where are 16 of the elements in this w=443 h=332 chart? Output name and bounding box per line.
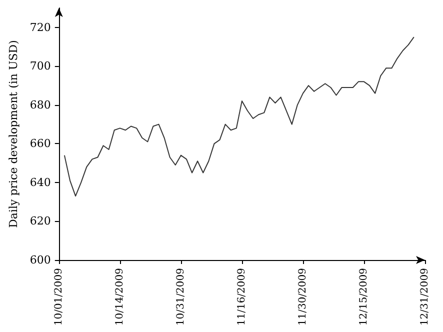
x-tick-label: 10/14/2009 bbox=[114, 268, 126, 326]
x-tick-label: 12/31/2009 bbox=[420, 268, 430, 326]
x-tick-label: 11/16/2009 bbox=[236, 268, 248, 326]
y-tick-label: 720 bbox=[30, 20, 51, 34]
y-tick-label: 660 bbox=[30, 137, 51, 150]
y-tick-label: 680 bbox=[30, 98, 51, 112]
line-series bbox=[64, 36, 414, 197]
x-tick-label: 11/30/2009 bbox=[297, 268, 308, 326]
x-tick-label: 10/01/2009 bbox=[53, 268, 64, 326]
x-tick-label: 10/31/2009 bbox=[175, 268, 186, 326]
x-tick-label: 12/15/2009 bbox=[358, 268, 370, 326]
y-tick-label: 640 bbox=[30, 176, 51, 189]
y-tick-label: 700 bbox=[30, 60, 51, 73]
y-tick-label: 620 bbox=[30, 214, 51, 228]
y-tick-label: 600 bbox=[30, 254, 51, 266]
y-axis-title: Daily price development (in USD) bbox=[7, 40, 20, 228]
